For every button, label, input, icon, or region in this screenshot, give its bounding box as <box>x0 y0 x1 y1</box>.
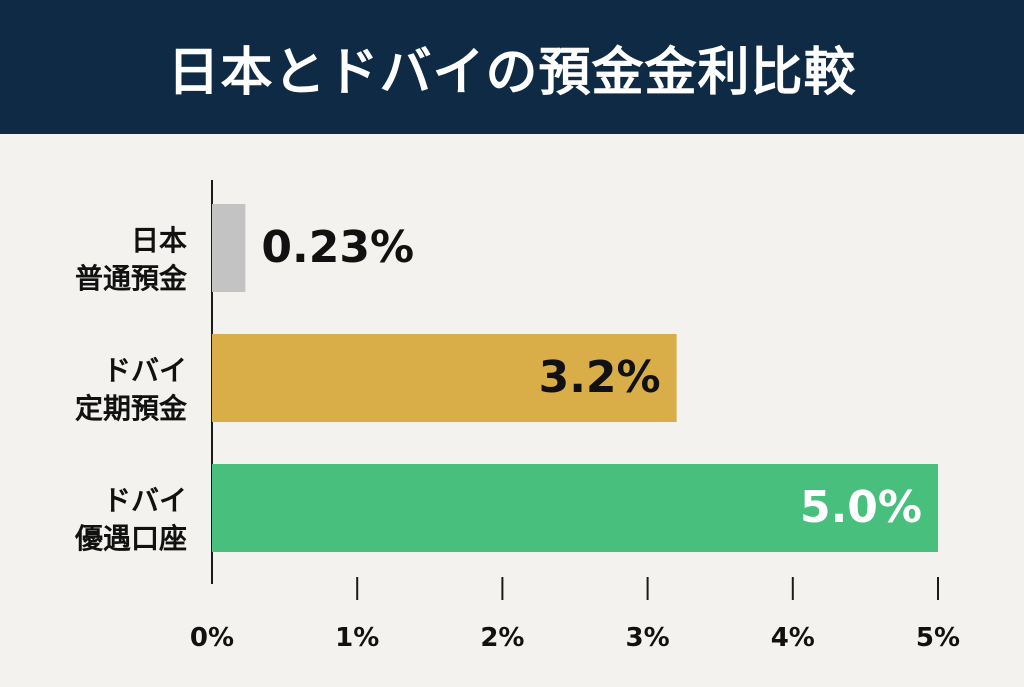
bar <box>212 204 246 292</box>
category-label: 普通預金 <box>75 262 188 295</box>
title-banner: 日本とドバイの預金金利比較 <box>0 0 1024 134</box>
x-tick-label: 1% <box>335 623 379 653</box>
category-label: ドバイ <box>103 354 187 387</box>
x-tick-label: 5% <box>916 623 960 653</box>
category-label: ドバイ <box>103 484 187 517</box>
x-tick-label: 3% <box>626 623 670 653</box>
chart-area: 日本 普通預金 0.23% ドバイ 定期預金 3.2% ドバイ 優遇口座 5.0% 0% 1% 2% 3… <box>0 134 1024 687</box>
category-label: 優遇口座 <box>74 522 187 555</box>
bar <box>212 464 938 552</box>
chart-title: 日本とドバイの預金金利比較 <box>167 42 857 103</box>
data-label: 5.0% <box>800 482 922 533</box>
data-label: 0.23% <box>261 222 414 273</box>
bar <box>212 334 677 422</box>
x-tick-label: 0% <box>190 623 234 653</box>
x-tick-label: 2% <box>480 623 524 653</box>
data-label: 3.2% <box>539 352 661 403</box>
category-label: 定期預金 <box>75 392 188 425</box>
category-label: 日本 <box>131 224 187 257</box>
x-tick-label: 4% <box>771 623 815 653</box>
